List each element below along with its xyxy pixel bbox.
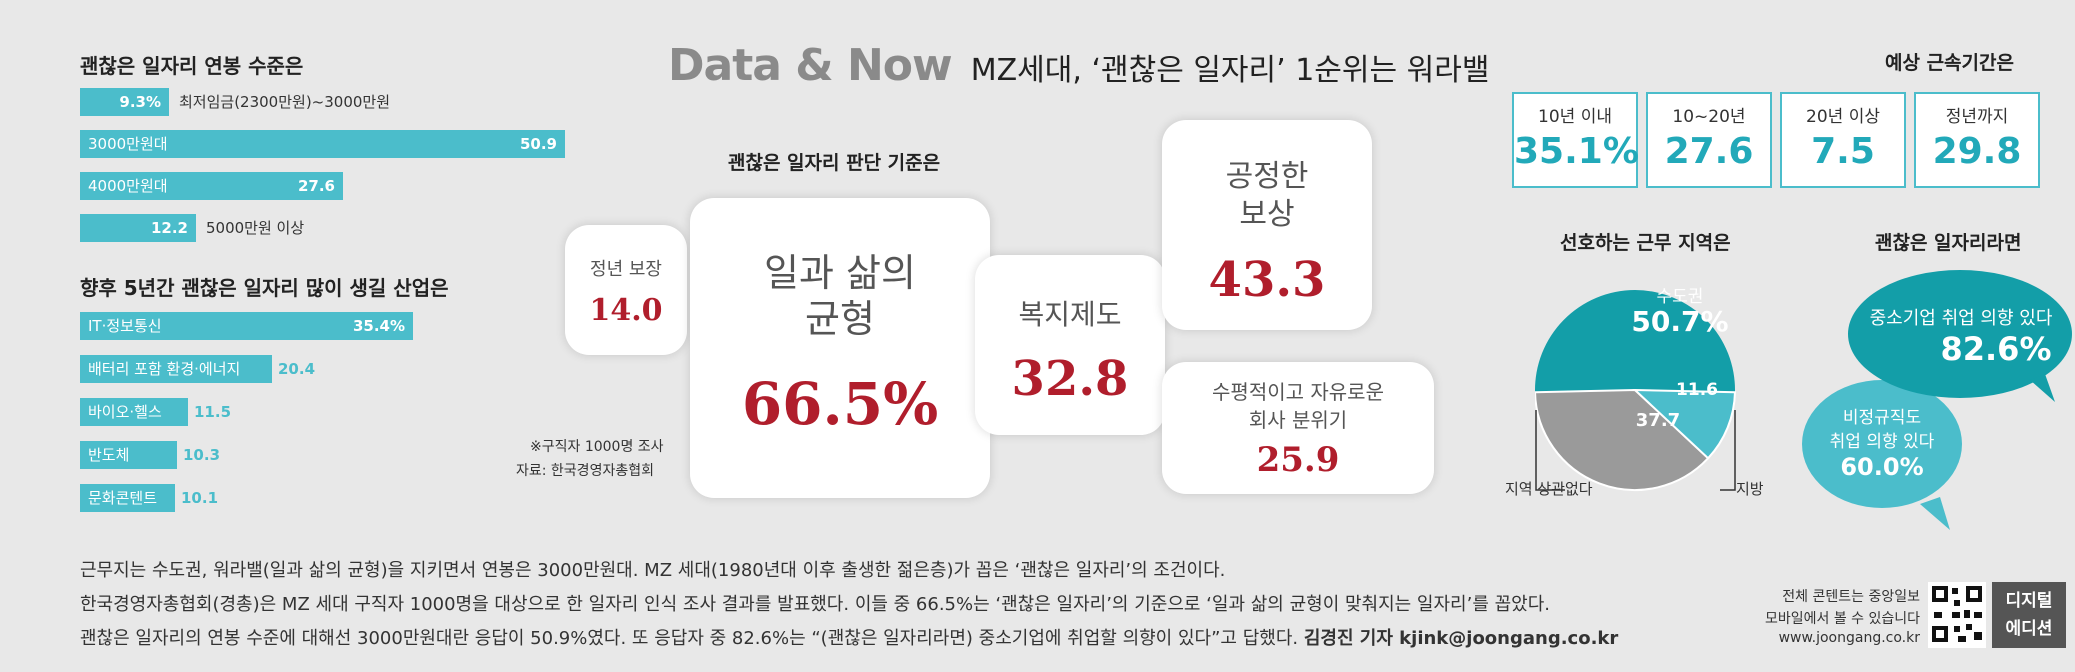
tenure-label: 20년 이상: [1806, 107, 1880, 127]
criteria-label: 공정한 보상: [1225, 159, 1309, 232]
article-line-3-text: 괜찮은 일자리의 연봉 수준에 대해선 3000만원대란 응답이 50.9%였다…: [80, 628, 1299, 649]
tenure-value: 29.8: [1932, 131, 2022, 172]
header-subtitle: MZ세대, ‘괜찮은 일자리’ 1순위는 워라밸: [970, 53, 1490, 88]
bar-value: 27.6: [297, 177, 335, 195]
bar-value: 35.4%: [352, 317, 405, 335]
pie-slice-capital: [1535, 290, 1735, 393]
pie-value-any: 37.7: [1635, 410, 1681, 431]
article-line-1: 근무지는 수도권, 워라밸(일과 삶의 균형)을 지키면서 연봉은 3000만원…: [80, 560, 1226, 581]
tenure-label: 10년 이내: [1538, 107, 1612, 127]
bar-value: 10.3: [183, 446, 221, 464]
bar-label: 5000만원 이상: [206, 219, 305, 237]
article-byline: 김경진 기자 kjink@joongang.co.kr: [1303, 628, 1619, 649]
qr-code-icon[interactable]: [1928, 582, 1986, 648]
article-line-2: 한국경영자총협회(경총)은 MZ 세대 구직자 1000명을 대상으로 한 일자…: [80, 594, 1551, 615]
criteria-title: 괜찮은 일자리 판단 기준은: [728, 152, 941, 174]
tenure-label: 정년까지: [1945, 107, 2009, 127]
header-main-title: Data & Now: [668, 40, 953, 91]
article-line-3: 괜찮은 일자리의 연봉 수준에 대해선 3000만원대란 응답이 50.9%였다…: [80, 624, 1618, 650]
bar-value: 9.3%: [119, 93, 161, 111]
bar-label: 배터리 포함 환경·에너지: [88, 360, 241, 378]
footer-line-1: 전체 콘텐트는 중앙일보: [1782, 589, 1920, 605]
pie-label-local: 지방: [1736, 480, 1764, 498]
nonregular-label-1: 비정규직도: [1842, 408, 1922, 428]
bubble-sme: [1848, 270, 2072, 398]
criteria-card-worklife: 일과 삶의 균형 66.5%: [690, 198, 990, 498]
bar-label: 바이오·헬스: [88, 403, 162, 421]
bar: 12.2: [80, 214, 196, 242]
industry-title: 향후 5년간 괜찮은 일자리 많이 생길 산업은: [80, 276, 449, 300]
criteria-label: 복지제도: [1018, 298, 1122, 331]
bar-label: 최저임금(2300만원)~3000만원: [179, 93, 391, 111]
criteria-value: 25.9: [1256, 440, 1340, 480]
sme-label: 중소기업 취업 의향 있다: [1869, 308, 2053, 329]
bar: 3000만원대 50.9: [80, 130, 565, 158]
bar-value: 50.9: [519, 135, 557, 153]
bubble-tail-sme: [2030, 374, 2055, 402]
criteria-card-reward: 공정한 보상 43.3: [1162, 120, 1372, 330]
bar-label: 문화콘텐트: [88, 489, 158, 507]
tenure-box: 정년까지 29.8: [1914, 92, 2040, 188]
bar-value: 10.1: [181, 489, 219, 507]
tenure-box: 10년 이내 35.1%: [1512, 92, 1639, 188]
bubble-tail-nonregular: [1920, 497, 1950, 530]
leader-line-any: [1535, 410, 1565, 491]
bar: 문화콘텐트: [80, 484, 175, 512]
bar-label: 3000만원대: [88, 135, 168, 153]
ifgood-title: 괜찮은 일자리라면: [1875, 232, 2022, 254]
criteria-card-welfare: 복지제도 32.8: [975, 255, 1165, 435]
badge-line-1: 디지털: [2005, 591, 2053, 611]
bubble-nonregular: [1802, 380, 1962, 508]
ifgood-bubbles: [1802, 270, 2072, 530]
badge-line-2: 에디션: [2005, 619, 2053, 639]
bar-value: 12.2: [150, 219, 188, 237]
criteria-note-source: 자료: 한국경영자총협회: [516, 463, 654, 479]
digital-edition-badge[interactable]: 디지털 에디션: [1992, 582, 2066, 648]
criteria-value: 32.8: [1011, 351, 1129, 407]
pie-value-local: 11.6: [1676, 380, 1718, 400]
bar: 배터리 포함 환경·에너지: [80, 355, 272, 383]
footer-line-2: 모바일에서 볼 수 있습니다: [1764, 611, 1920, 627]
region-pie: [1535, 290, 1736, 491]
criteria-label: 정년 보장: [590, 259, 662, 280]
criteria-card-tenure: 정년 보장 14.0: [565, 225, 687, 355]
bar-label: 4000만원대: [88, 177, 168, 195]
bar: 9.3%: [80, 88, 169, 116]
pie-label-any: 지역 상관없다: [1505, 480, 1593, 498]
bar-label: IT·정보통신: [88, 317, 162, 335]
pie-slice-local: [1632, 388, 1736, 460]
bar: 바이오·헬스: [80, 398, 188, 426]
criteria-value: 66.5%: [741, 370, 939, 438]
pie-slice-any: [1535, 388, 1710, 491]
bar-value: 11.5: [194, 403, 232, 421]
bar-value: 20.4: [278, 360, 316, 378]
sme-value: 82.6%: [1940, 330, 2052, 368]
bar: IT·정보통신 35.4%: [80, 312, 413, 340]
footer-line-3: www.joongang.co.kr: [1778, 630, 1920, 646]
header: Data & Now MZ세대, ‘괜찮은 일자리’ 1순위는 워라밸: [668, 40, 1489, 91]
tenure-value: 7.5: [1811, 131, 1875, 172]
tenure-box: 10~20년 27.6: [1646, 92, 1772, 188]
pie-label-capital: 수도권: [1656, 287, 1704, 307]
region-title: 선호하는 근무 지역은: [1560, 232, 1731, 254]
criteria-card-culture: 수평적이고 자유로운 회사 분위기 25.9: [1162, 362, 1434, 494]
bar: 4000만원대 27.6: [80, 172, 343, 200]
bar-label: 반도체: [88, 446, 130, 464]
criteria-note-survey: ※구직자 1000명 조사: [530, 439, 664, 455]
salary-title: 괜찮은 일자리 연봉 수준은: [80, 54, 304, 78]
criteria-value: 43.3: [1208, 252, 1326, 308]
tenure-box: 20년 이상 7.5: [1780, 92, 1906, 188]
nonregular-value: 60.0%: [1840, 453, 1924, 481]
criteria-value: 14.0: [589, 293, 663, 328]
leader-line-local: [1720, 410, 1736, 491]
tenure-value: 35.1%: [1514, 131, 1639, 172]
criteria-label: 일과 삶의 균형: [764, 251, 916, 341]
bar: 반도체: [80, 441, 177, 469]
pie-value-capital: 50.7%: [1631, 305, 1729, 338]
tenure-label: 10~20년: [1672, 107, 1746, 127]
nonregular-label-2: 취업 의향 있다: [1829, 432, 1935, 452]
criteria-label: 수평적이고 자유로운 회사 분위기: [1212, 380, 1384, 432]
tenure-value: 27.6: [1664, 131, 1754, 172]
tenure-title: 예상 근속기간은: [1885, 52, 2014, 74]
